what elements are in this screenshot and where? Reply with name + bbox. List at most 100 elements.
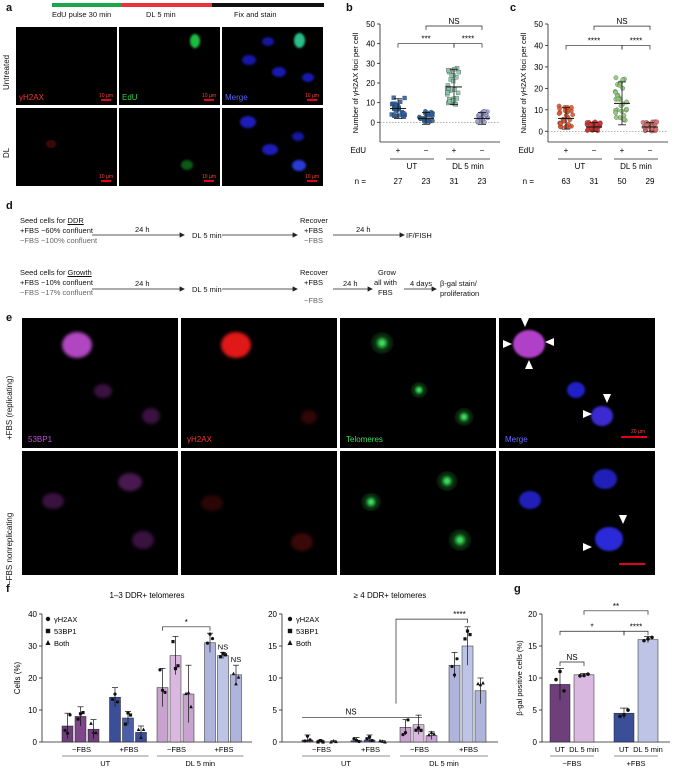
group-label: UT	[407, 162, 418, 171]
x-tick-label: +FBS	[459, 745, 478, 754]
d1-rec-plus: +FBS	[304, 226, 323, 235]
x-tick-label: DL 5 min	[633, 745, 663, 754]
significance-label: NS	[448, 17, 459, 26]
data-point	[163, 690, 167, 694]
data-point	[391, 113, 397, 118]
panel-label-c: c	[510, 2, 517, 14]
group-label: UT	[341, 759, 351, 768]
significance-label: *	[590, 622, 593, 631]
data-point	[123, 722, 128, 726]
data-point	[401, 110, 406, 116]
nucleus	[370, 332, 394, 354]
data-point	[110, 697, 115, 702]
nucleus	[292, 132, 304, 141]
y-tick-label: 0	[33, 738, 38, 747]
edu-label: +	[396, 146, 401, 155]
y-axis-label: β-gal positive cells (%)	[515, 640, 524, 716]
y-tick-label: 20	[28, 674, 37, 683]
n-value: 23	[478, 177, 487, 186]
data-point	[475, 118, 480, 124]
scale-bar	[621, 436, 647, 438]
x-tick-label: +FBS	[120, 745, 139, 754]
nucleus	[436, 471, 458, 491]
timeline-label-fix: Fix and stain	[234, 10, 277, 19]
data-point	[308, 738, 312, 742]
data-point	[429, 730, 434, 735]
data-point	[465, 629, 470, 633]
significance-label: ****	[462, 35, 474, 44]
channel-label: 53BP1	[28, 435, 53, 444]
nucleus	[410, 382, 428, 398]
data-point	[128, 713, 133, 717]
channel-label: Telomeres	[346, 435, 383, 444]
arrowhead-icon	[503, 340, 512, 348]
data-point	[613, 115, 619, 120]
data-point	[419, 728, 423, 732]
n-label: n =	[523, 177, 535, 186]
n-value: 31	[590, 177, 599, 186]
data-point	[94, 730, 98, 735]
channel-label: Merge	[505, 435, 528, 444]
data-point	[452, 87, 457, 92]
nucleus	[94, 384, 112, 398]
micrograph-e-fbs-telomeres: Telomeres	[340, 318, 496, 448]
data-point	[81, 710, 85, 715]
y-tick-label: 0	[533, 738, 538, 747]
nucleus	[595, 527, 623, 551]
data-point	[171, 640, 175, 644]
d1-recover: Recover	[300, 216, 328, 225]
y-tick-label: 5	[533, 706, 538, 715]
data-point	[357, 739, 361, 744]
chart-f-left: 0 10 20 30 40 Cells (%) 1–3 DDR+ telomeres −FBS…	[13, 591, 252, 768]
y-tick-label: 10	[268, 674, 277, 683]
nucleus	[262, 144, 278, 155]
data-point	[476, 681, 480, 686]
data-point	[158, 668, 162, 672]
significance-label: **	[613, 602, 619, 611]
significance-label: *	[185, 618, 188, 627]
data-point	[624, 106, 629, 112]
y-tick-label: 0	[371, 118, 376, 127]
y-tick-label: 5	[273, 706, 278, 715]
significance-bracket	[162, 626, 211, 631]
d2-end2: proliferation	[440, 289, 480, 298]
data-point	[321, 740, 325, 744]
legend-marker	[287, 628, 293, 634]
data-point	[160, 688, 165, 692]
chart-title: 1–3 DDR+ telomeres	[110, 591, 185, 600]
group-label: UT	[100, 759, 110, 768]
arrowhead-icon	[525, 360, 533, 369]
d2-recover: Recover	[300, 268, 328, 277]
edu-label: −	[480, 146, 485, 155]
data-point	[584, 120, 590, 125]
x-tick-label: −FBS	[312, 745, 331, 754]
group-label: +FBS	[627, 759, 646, 768]
arrowhead-icon	[603, 394, 611, 403]
data-point	[558, 121, 564, 126]
micrograph-a-untreated-merge: Merge 10 µm	[222, 27, 323, 105]
significance-bracket	[397, 43, 455, 48]
group-label: DL 5 min	[429, 759, 459, 768]
significance-label: NS	[566, 653, 577, 662]
nucleus	[46, 140, 56, 148]
data-point	[570, 112, 575, 118]
data-point	[556, 111, 562, 116]
legend-label: 53BP1	[54, 627, 77, 636]
data-point	[205, 641, 210, 645]
data-point	[615, 96, 621, 102]
nucleus	[448, 529, 472, 551]
data-point	[236, 675, 241, 679]
data-point	[478, 682, 483, 687]
nucleus	[42, 493, 64, 509]
arrowhead-icon	[545, 338, 554, 346]
data-point	[136, 727, 141, 732]
nucleus	[201, 495, 223, 511]
d2-dl: DL 5 min	[192, 285, 222, 294]
micrograph-a-untreated-edu: EdU 10 µm	[119, 27, 220, 105]
y-tick-label: 10	[528, 674, 537, 683]
channel-label: γH2AX	[19, 93, 44, 102]
data-point	[558, 669, 562, 674]
y-tick-label: 20	[534, 84, 543, 93]
y-tick-label: 15	[528, 642, 537, 651]
nucleus	[591, 406, 613, 426]
